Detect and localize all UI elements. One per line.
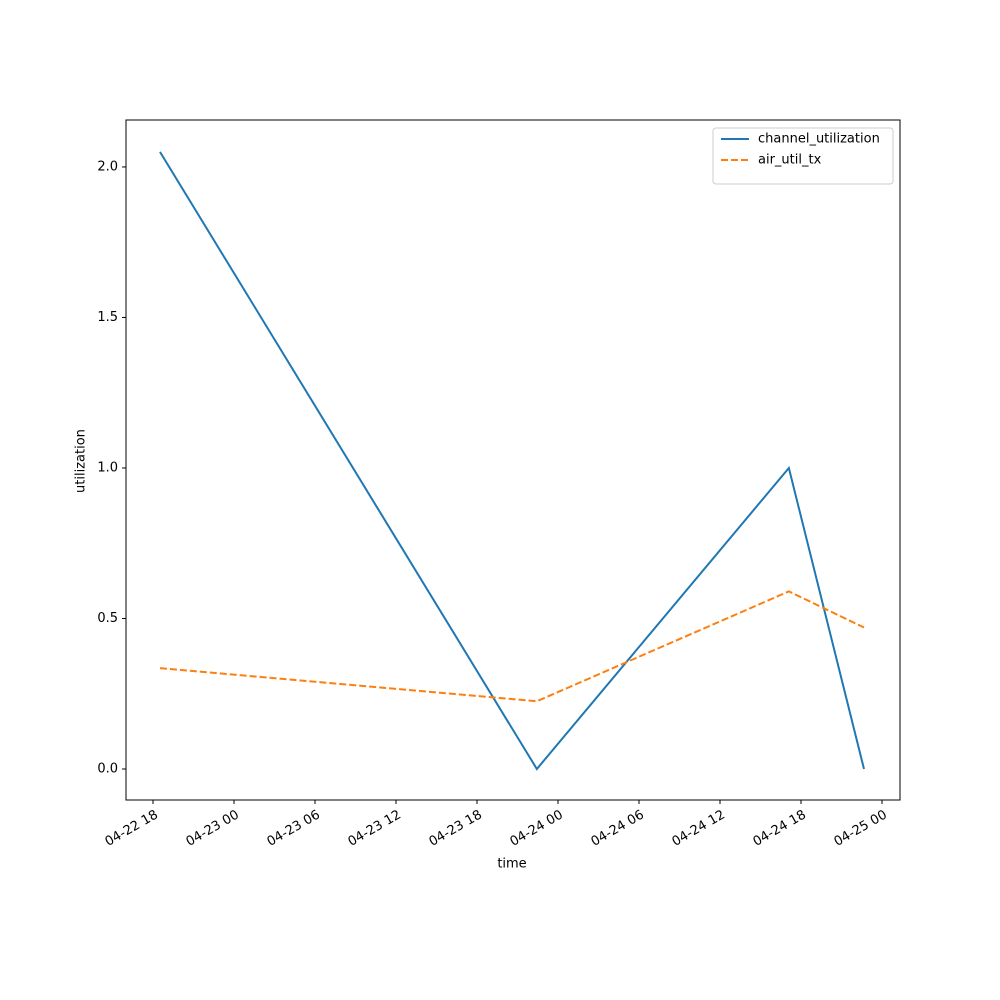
line-series — [159, 590, 865, 703]
line-series — [159, 151, 865, 771]
y-tick-label: 1.5 — [97, 310, 118, 325]
y-axis-label: utilization — [74, 429, 89, 493]
y-tick-label: 0.0 — [97, 761, 118, 776]
x-axis-label: time — [497, 857, 526, 872]
y-tick-label: 2.0 — [97, 159, 118, 174]
y-tick-label: 0.5 — [97, 611, 118, 626]
legend-box — [712, 127, 894, 185]
legend-label: air_util_tx — [758, 153, 822, 168]
plot-frame — [125, 119, 901, 801]
legend-label: channel_utilization — [758, 132, 880, 147]
y-tick-label: 1.0 — [97, 460, 118, 475]
